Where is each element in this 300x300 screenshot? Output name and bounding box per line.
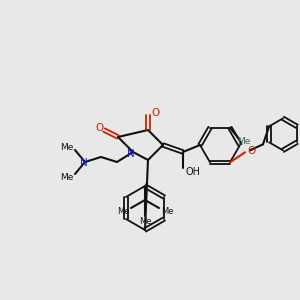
Text: N: N [80,158,88,168]
Text: Me: Me [60,172,74,182]
Text: Me: Me [60,142,74,152]
Text: Me: Me [237,137,251,146]
Text: OH: OH [185,167,200,177]
Text: O: O [152,108,160,118]
Text: O: O [95,123,103,133]
Text: Me: Me [117,206,129,215]
Text: Me: Me [139,217,151,226]
Text: O: O [247,146,255,156]
Text: Me: Me [161,206,173,215]
Text: N: N [127,149,135,159]
